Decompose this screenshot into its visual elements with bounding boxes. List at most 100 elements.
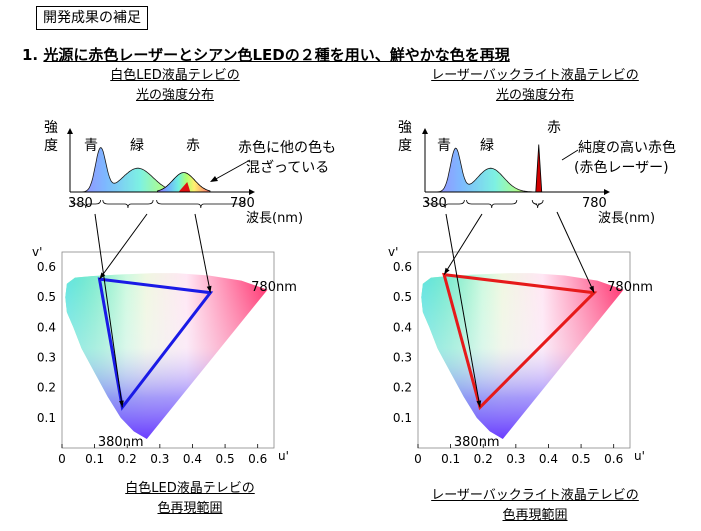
right-y-label-2: 度 [398, 138, 412, 154]
right-x-min-label: 380 [422, 196, 447, 211]
right-arrow-green-head [444, 267, 450, 275]
left-x-tick-label: 0.3 [150, 452, 169, 466]
left-peak-red-label: 赤 [186, 138, 200, 154]
left-note-line2: 混ざっている [246, 159, 329, 176]
right-label-380nm: 380nm [454, 435, 500, 450]
left-y-tick-label: 0.6 [37, 260, 56, 274]
right-gamut-title-line2: 色再現範囲 [502, 508, 568, 523]
left-x-axis-label: u' [278, 449, 289, 463]
left-x-tick-label: 0.2 [118, 452, 137, 466]
left-peak-blue-label: 青 [84, 138, 98, 154]
right-peak-blue-label: 青 [437, 138, 451, 154]
right-y-label-1: 強 [398, 120, 412, 136]
left-y-tick-label: 0.2 [37, 381, 56, 395]
left-y-tick-label: 0.5 [37, 290, 56, 304]
left-y-label-1: 強 [44, 120, 58, 136]
left-bracket-2 [156, 199, 246, 209]
left-cie-violet [65, 273, 268, 439]
right-x-tick-label: 0.6 [604, 452, 623, 466]
left-arrow-green [99, 213, 148, 280]
left-note-arrow [213, 159, 251, 181]
right-arrow-blue-head [476, 400, 482, 408]
left-x-tick-label: 0.4 [183, 452, 202, 466]
left-y-tick-label: 0.3 [37, 351, 56, 365]
heading-text: 光源に赤色レーザーとシアン色LEDの２種を用い、鮮やかな色を再現 [43, 46, 510, 64]
right-peak-green-label: 緑 [480, 138, 494, 154]
left-red-peak [178, 182, 191, 192]
left-x-tick-label: 0.5 [216, 452, 235, 466]
right-x-axis-arrow [604, 189, 610, 195]
left-arrow-red [194, 213, 211, 293]
left-arrow-red-head [206, 285, 212, 293]
right-x-tick-label: 0.3 [506, 452, 525, 466]
left-arrow-blue [94, 213, 123, 408]
left-label-380nm: 380nm [98, 435, 144, 450]
right-x-axis-label: 波長(nm) [598, 211, 655, 226]
right-y-axis-label: v' [388, 245, 398, 259]
left-x-tick-label: 0.6 [248, 452, 267, 466]
right-y-tick-label: 0.1 [393, 411, 412, 425]
left-bracket-0 [70, 199, 102, 209]
left-spectrum-title: 白色LED液晶テレビの 光の強度分布 [70, 66, 280, 106]
left-arrow-green-head [99, 272, 106, 280]
right-y-tick-label: 0.4 [393, 320, 412, 334]
right-red-peak [535, 144, 543, 193]
heading-number: 1. [22, 46, 39, 64]
left-y-tick-label: 0.4 [37, 320, 56, 334]
right-gamut-title-line1: レーザーバックライト液晶テレビの [431, 488, 639, 503]
right-y-tick-label: 0.6 [393, 260, 412, 274]
left-x-tick-label: 0.1 [85, 452, 104, 466]
left-gamut-chart: 0 0.1 0.2 0.3 0.4 0.5 0.60.10.20.30.40.50.6v'u… [32, 245, 297, 466]
right-gamut-title: レーザーバックライト液晶テレビの 色再現範囲 [405, 486, 665, 526]
left-red-peak-mixed [157, 172, 211, 193]
left-x-min-label: 380 [68, 196, 93, 211]
right-gamut-chart: 0 0.1 0.2 0.3 0.4 0.5 0.60.10.20.30.40.50.6v'u… [388, 245, 653, 466]
heading: 1. 光源に赤色レーザーとシアン色LEDの２種を用い、鮮やかな色を再現 [22, 44, 510, 65]
right-arrow-red-head [589, 285, 595, 293]
left-y-label-2: 度 [44, 138, 58, 154]
right-spectrum-title: レーザーバックライト液晶テレビの 光の強度分布 [405, 66, 665, 106]
right-gamut-triangle [442, 272, 598, 411]
right-peak-red-label: 赤 [547, 120, 561, 136]
right-label-780nm: 780nm [607, 280, 653, 295]
right-note-line2: (赤色レーザー) [574, 159, 669, 176]
arrows [94, 211, 595, 408]
right-x-tick-label: 0.2 [474, 452, 493, 466]
left-gamut-title: 白色LED液晶テレビの 色再現範囲 [70, 479, 310, 519]
right-x-tick-label: 0.4 [539, 452, 558, 466]
right-bracket-2 [531, 199, 544, 209]
left-bracket-1 [102, 199, 154, 209]
left-arrow-blue-head [119, 400, 124, 408]
right-x-tick-label: 0.5 [572, 452, 591, 466]
right-x-max-label: 780 [582, 196, 607, 211]
right-arrow-red [556, 211, 595, 293]
right-y-axis-arrow [422, 128, 428, 134]
left-x-axis-label: 波長(nm) [246, 211, 303, 226]
left-note-arrowhead [210, 176, 218, 182]
left-gamut-title-line1: 白色LED液晶テレビの [125, 481, 255, 496]
right-x-tick-label: 0.1 [441, 452, 460, 466]
left-x-max-label: 780 [230, 196, 255, 211]
right-note-line1: 純度の高い赤色 [578, 139, 676, 156]
right-arrow-blue [445, 213, 481, 408]
left-y-tick-label: 0.1 [37, 411, 56, 425]
right-spectrum-title-line1: レーザーバックライト液晶テレビの [431, 68, 639, 83]
left-gamut-triangle [97, 277, 214, 411]
left-spectrum-curve [70, 147, 245, 193]
left-y-axis-arrow [67, 128, 73, 134]
right-bracket-1 [466, 199, 518, 209]
left-x-axis-arrow [249, 189, 255, 195]
left-gamut-title-line2: 色再現範囲 [157, 501, 223, 516]
right-bracket-0 [425, 199, 465, 209]
left-y-axis-label: v' [32, 245, 42, 259]
right-x-axis-label: u' [634, 449, 645, 463]
right-x-tick-label: 0 [414, 452, 422, 466]
right-y-tick-label: 0.3 [393, 351, 412, 365]
left-note-line1: 赤色に他の色も [238, 139, 336, 156]
left-spectrum-title-line1: 白色LED液晶テレビの [110, 68, 240, 83]
right-arrow-green [443, 213, 483, 275]
left-spectrum-title-line2: 光の強度分布 [135, 88, 214, 103]
